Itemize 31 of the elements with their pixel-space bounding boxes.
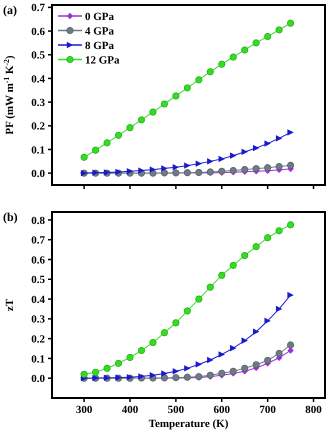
x-tick-label: 800 <box>305 404 322 416</box>
y-tick-label: 0.6 <box>31 26 46 38</box>
y-tick-label: 0.7 <box>31 2 46 14</box>
y-tick-label: 0.3 <box>31 314 46 326</box>
y-tick-label: 0.4 <box>31 294 46 306</box>
y-tick-label: 0.0 <box>31 168 46 180</box>
y-tick-label: 0.5 <box>31 274 46 286</box>
y-tick-label: 0.6 <box>31 254 46 266</box>
y-tick-label: 0.5 <box>31 50 46 62</box>
x-tick-label: 400 <box>122 404 139 416</box>
y-tick-label: 0.1 <box>31 353 45 366</box>
y-tick-label: 0.1 <box>31 144 45 156</box>
chart-title: (a) <box>3 3 17 17</box>
y-tick-label: 0.0 <box>31 373 46 386</box>
y-tick-label: 0.2 <box>31 333 46 346</box>
legend-label: 4 GPa <box>85 25 115 38</box>
legend-label: 8 GPa <box>85 40 115 52</box>
y-tick-label: 0.7 <box>31 234 46 247</box>
y-tick-label: 0.4 <box>31 73 46 86</box>
y-tick-label: 0.2 <box>31 120 46 133</box>
y-axis-title: zT <box>4 298 16 312</box>
x-tick-label: 500 <box>168 404 185 416</box>
y-tick-label: 0.3 <box>31 96 46 109</box>
x-axis-title: Temperature (K) <box>148 418 229 430</box>
x-tick-label: 700 <box>259 404 276 416</box>
x-tick-label: 300 <box>76 404 93 416</box>
x-tick-label: 600 <box>214 404 231 416</box>
legend-label: 0 GPa <box>85 10 115 23</box>
chart-title: (b) <box>3 210 18 224</box>
y-tick-label: 0.8 <box>31 214 46 227</box>
legend-label: 12 GPa <box>85 54 120 66</box>
